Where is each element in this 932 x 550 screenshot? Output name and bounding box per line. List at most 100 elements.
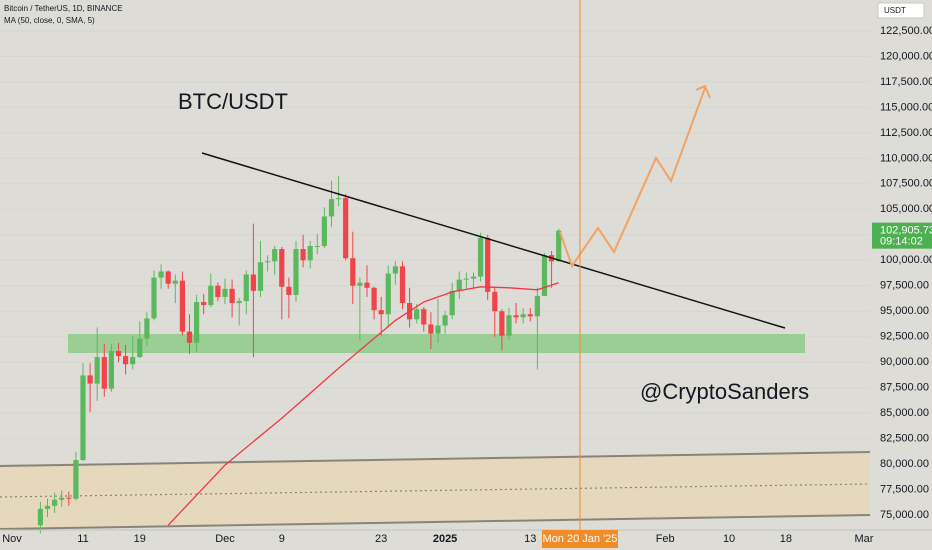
y-tick-label: 120,000.00 [880, 50, 932, 62]
y-tick-label: 95,000.00 [880, 305, 929, 317]
candle-body [506, 315, 512, 336]
title: BTC/USDT [178, 89, 288, 114]
candle-body [215, 285, 221, 297]
crosshair-label-box [541, 530, 618, 548]
channel-bottom [0, 514, 871, 530]
candle-body [264, 261, 271, 263]
price-axis [870, 0, 932, 530]
candle-body [385, 273, 391, 315]
x-tick-label: 23 [375, 533, 387, 545]
y-tick-label: 117,500.00 [880, 76, 932, 88]
x-tick-label: 9 [279, 533, 285, 545]
x-tick-label: 19 [134, 533, 146, 545]
last-price-box [872, 222, 932, 249]
candle-body [115, 350, 122, 357]
y-tick-label: 90,000.00 [880, 356, 929, 368]
candle-body [279, 249, 285, 287]
candle-body [158, 271, 164, 278]
candle-body [343, 198, 349, 259]
y-tick-label: 115,000.00 [880, 101, 932, 113]
candle-body [463, 278, 469, 280]
y-tick-label: 80,000.00 [880, 458, 929, 470]
y-tick-label: 85,000.00 [880, 407, 929, 419]
channel-top [0, 451, 871, 467]
y-tick-label: 100,000.00 [880, 254, 932, 266]
last-price: 102,905.73 [880, 225, 932, 237]
x-tick-label: Dec [215, 533, 235, 545]
candle-body [371, 287, 377, 311]
y-tick-label: 77,500.00 [880, 483, 929, 495]
y-tick-label: 82,500.00 [880, 433, 929, 445]
candle-body [236, 301, 242, 304]
indicator: MA (50, close, 0, SMA, 5) [4, 16, 95, 25]
candle-body [193, 302, 200, 343]
currency: USDT [884, 6, 906, 15]
candle-body [314, 246, 320, 248]
x-tick-label: Nov [2, 533, 22, 545]
candle-body [300, 249, 306, 261]
candle-body [541, 255, 548, 296]
candle-body [101, 357, 107, 389]
candle-body [144, 318, 150, 339]
candle-body [186, 331, 193, 343]
candle-body [272, 249, 278, 262]
header: Bitcoin / TetherUS, 1D, BINANCE [4, 4, 123, 13]
candle-body [321, 216, 327, 247]
candle-body [435, 325, 441, 334]
candle-body [414, 309, 420, 320]
candle-body [328, 199, 335, 217]
candle-body [137, 338, 143, 358]
candle-body [66, 497, 72, 499]
candle-body [222, 288, 228, 297]
candle-body [250, 274, 256, 291]
moving-average [167, 282, 559, 526]
watermark: @CryptoSanders [640, 379, 809, 404]
x-tick-label: 18 [780, 533, 792, 545]
candle-body [399, 266, 406, 304]
candle-body [477, 237, 484, 277]
candle-body [87, 375, 93, 384]
y-tick-label: 110,000.00 [880, 152, 932, 164]
candle-body [364, 282, 370, 288]
trend-line [201, 152, 786, 329]
y-tick-label: 112,500.00 [880, 127, 932, 139]
candle-body [492, 291, 498, 312]
projection-arrow [695, 84, 711, 99]
x-tick-label: 11 [77, 533, 88, 545]
candle-body [421, 309, 427, 325]
candle-body [59, 497, 65, 500]
y-tick-label: 107,500.00 [880, 178, 932, 190]
candle-body [293, 249, 299, 295]
x-tick-label: 2025 [433, 533, 457, 545]
candle-body [51, 499, 58, 506]
currency-box [877, 2, 925, 19]
candle-body [208, 285, 214, 306]
candle-body [108, 350, 114, 389]
candle-body [44, 505, 51, 509]
candle-body [378, 310, 384, 315]
support-zone [68, 334, 805, 353]
x-tick-label: 13 [524, 533, 536, 545]
y-tick-label: 97,500.00 [880, 280, 929, 292]
candle-body [513, 315, 519, 318]
x-tick-label: Mar [854, 533, 873, 545]
y-tick-label: 92,500.00 [880, 331, 929, 343]
candle-body [37, 508, 43, 526]
candle-body [456, 279, 462, 291]
annotations [0, 30, 871, 530]
projection [559, 87, 706, 269]
candle-body [470, 276, 477, 279]
candle-body [392, 266, 398, 274]
candle-body [428, 324, 434, 334]
candle-body [73, 460, 79, 499]
candle-body [172, 280, 178, 284]
candle-body [449, 290, 455, 316]
candle-body [357, 282, 363, 286]
candle-body [520, 314, 526, 318]
candle-body [534, 295, 540, 317]
candle-body [122, 356, 129, 365]
countdown: 09:14:02 [880, 236, 923, 248]
candles [37, 175, 562, 534]
candle-body [286, 286, 292, 295]
y-tick-label: 105,000.00 [880, 203, 932, 215]
